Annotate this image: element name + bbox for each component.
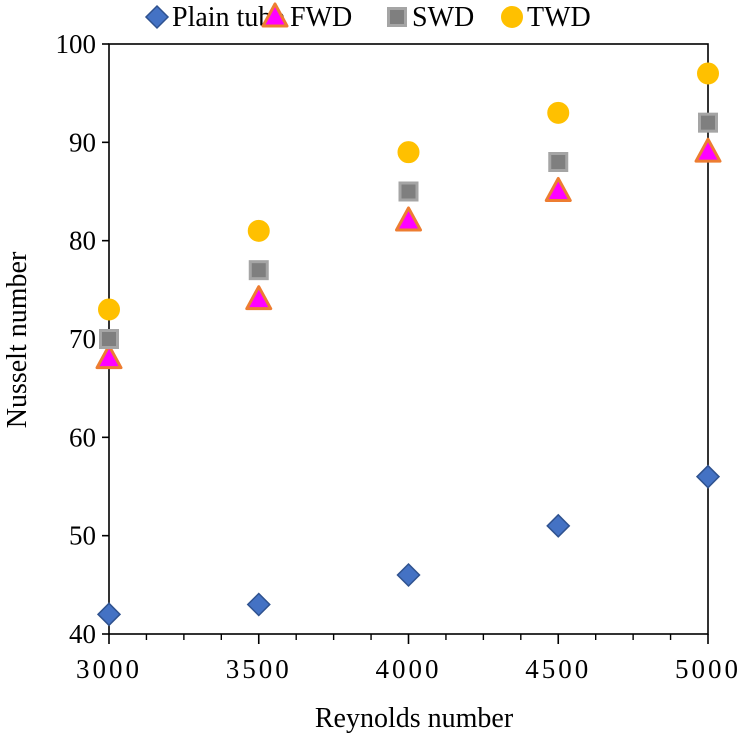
point-fwd <box>544 177 572 202</box>
y-tick-label: 40 <box>69 619 96 649</box>
point-plain-tube <box>396 562 421 588</box>
point-twd <box>397 141 420 164</box>
y-axis-title: Nusselt number <box>2 251 33 428</box>
y-tick-label: 70 <box>69 324 96 354</box>
legend-marker-fwd <box>261 2 289 28</box>
point-plain-tube <box>246 592 271 617</box>
legend-marker-swd <box>387 7 407 27</box>
x-tick-label: 4000 <box>376 654 442 684</box>
point-swd <box>698 112 718 133</box>
plot-frame <box>108 43 709 635</box>
plot-axes: 40 50 60 70 80 90 100 3000 3500 4000 4500 5000 <box>56 29 741 684</box>
point-swd <box>248 260 269 281</box>
point-plain-tube <box>546 513 571 538</box>
legend: Plain tube FWD SWD TWD <box>144 2 591 33</box>
point-fwd <box>95 344 123 370</box>
y-tick-label: 100 <box>56 29 97 59</box>
point-fwd <box>395 206 422 232</box>
point-fwd <box>694 137 722 163</box>
y-tick-label: 60 <box>69 422 96 452</box>
x-tick-label: 5000 <box>675 654 741 684</box>
x-tick-label: 3000 <box>76 654 142 684</box>
x-tick-label: 4500 <box>525 654 591 684</box>
y-tick-label: 80 <box>69 226 96 256</box>
point-twd <box>98 298 120 321</box>
point-plain-tube <box>695 464 721 489</box>
point-swd <box>548 152 569 172</box>
x-tick-label: 3500 <box>226 654 292 684</box>
legend-label-swd: SWD <box>412 2 474 33</box>
point-twd <box>547 101 570 124</box>
legend-label-twd: TWD <box>527 2 591 33</box>
point-twd <box>247 219 270 242</box>
legend-label-fwd: FWD <box>290 2 352 33</box>
point-fwd <box>245 285 273 311</box>
data-points <box>95 62 722 627</box>
x-axis-title: Reynolds number <box>315 703 514 734</box>
legend-marker-plain-tube <box>144 4 170 30</box>
point-twd <box>697 62 719 85</box>
point-plain-tube <box>96 602 122 627</box>
y-tick-label: 50 <box>69 521 96 551</box>
legend-marker-twd <box>501 6 523 28</box>
point-swd <box>99 329 119 349</box>
y-tick-label: 90 <box>69 127 96 157</box>
point-swd <box>398 181 419 202</box>
